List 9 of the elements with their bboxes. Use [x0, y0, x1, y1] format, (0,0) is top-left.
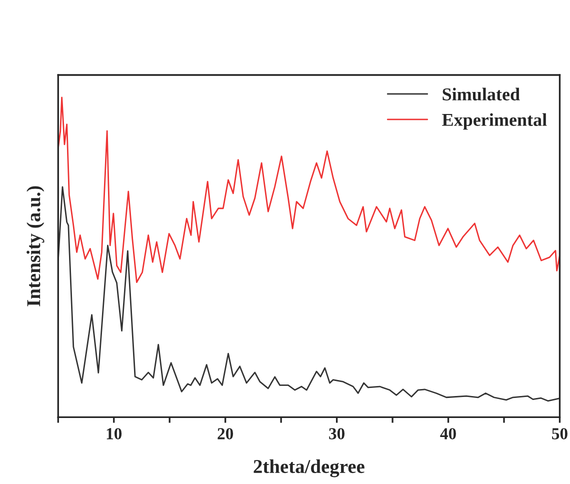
x-tick-label: 10: [106, 428, 122, 440]
legend-label: Simulated: [442, 88, 520, 101]
x-tick-label: 20: [218, 428, 234, 440]
x-tick-label: 40: [440, 428, 456, 440]
y-axis-title: Intensity (a.u.): [26, 186, 44, 306]
x-tick-label: 30: [329, 428, 345, 440]
x-tick-label: 50: [552, 428, 568, 440]
x-axis-title: 2theta/degree: [254, 459, 364, 478]
legend-label: Experimental: [442, 113, 547, 130]
